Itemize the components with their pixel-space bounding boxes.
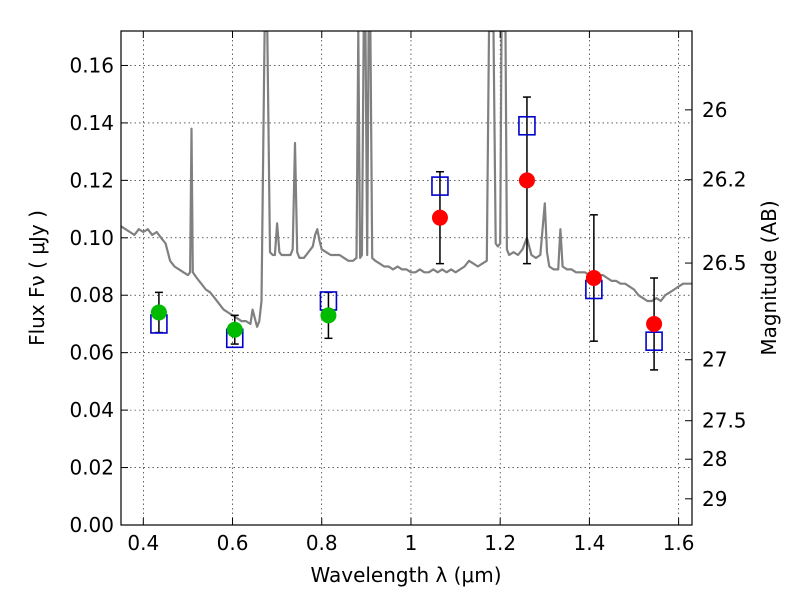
right-tick-labels: 26 26.2 26.5 27 27.5 28 29 [702, 98, 747, 511]
right-axis-label: Magnitude (AB) [757, 200, 781, 355]
model-square-point [518, 115, 536, 136]
x-tick-label: 0.8 [306, 531, 338, 555]
x-tick-label: 0.6 [217, 531, 249, 555]
x-axis-label: Wavelength λ (μm) [310, 563, 501, 587]
measured-point [518, 172, 535, 189]
x-tick-label: 1.2 [484, 531, 516, 555]
right-tick-label: 28 [702, 447, 727, 471]
right-tick-label: 26 [702, 98, 727, 122]
x-tick-label: 0.4 [127, 531, 159, 555]
y-tick-label: 0.10 [69, 226, 114, 250]
model-square-point [645, 331, 663, 351]
y-tick-label: 0.16 [69, 53, 114, 77]
spectrum-line [121, 31, 692, 328]
right-tick-label: 27.5 [702, 409, 747, 433]
ticks [121, 31, 692, 526]
measured-point [320, 307, 337, 324]
y-tick-label: 0.08 [69, 283, 114, 307]
right-tick-label: 26.5 [702, 251, 747, 275]
spectrum-layer [121, 31, 692, 328]
measured-point [585, 270, 602, 286]
x-tick-label: 1.4 [573, 531, 605, 555]
measured-point [226, 321, 243, 338]
right-tick-label: 26.2 [702, 168, 747, 192]
y-tick-label: 0.00 [69, 513, 114, 537]
y-tick-label: 0.12 [69, 168, 114, 192]
right-tick-label: 27 [702, 348, 727, 372]
measured-point [150, 304, 167, 321]
dot-layer [150, 172, 663, 338]
y-tick-label: 0.14 [69, 111, 114, 135]
y-tick-labels: 0.00 0.02 0.04 0.06 0.08 0.10 0.12 0.14 0.16 [69, 53, 114, 537]
y-tick-label: 0.06 [69, 341, 114, 365]
measured-point [646, 315, 663, 332]
plot-frame [120, 30, 693, 526]
x-tick-label: 1 [405, 531, 418, 555]
x-tick-labels: 0.4 0.6 0.8 1 1.2 1.4 1.6 [127, 531, 694, 555]
right-tick-label: 29 [702, 487, 727, 511]
model-square-point [431, 176, 449, 196]
y-axis-label: Flux Fν ( μJy ) [25, 210, 49, 346]
measured-point [431, 209, 448, 226]
y-tick-label: 0.04 [69, 398, 114, 422]
y-tick-label: 0.02 [69, 456, 114, 480]
x-tick-label: 1.6 [663, 531, 695, 555]
